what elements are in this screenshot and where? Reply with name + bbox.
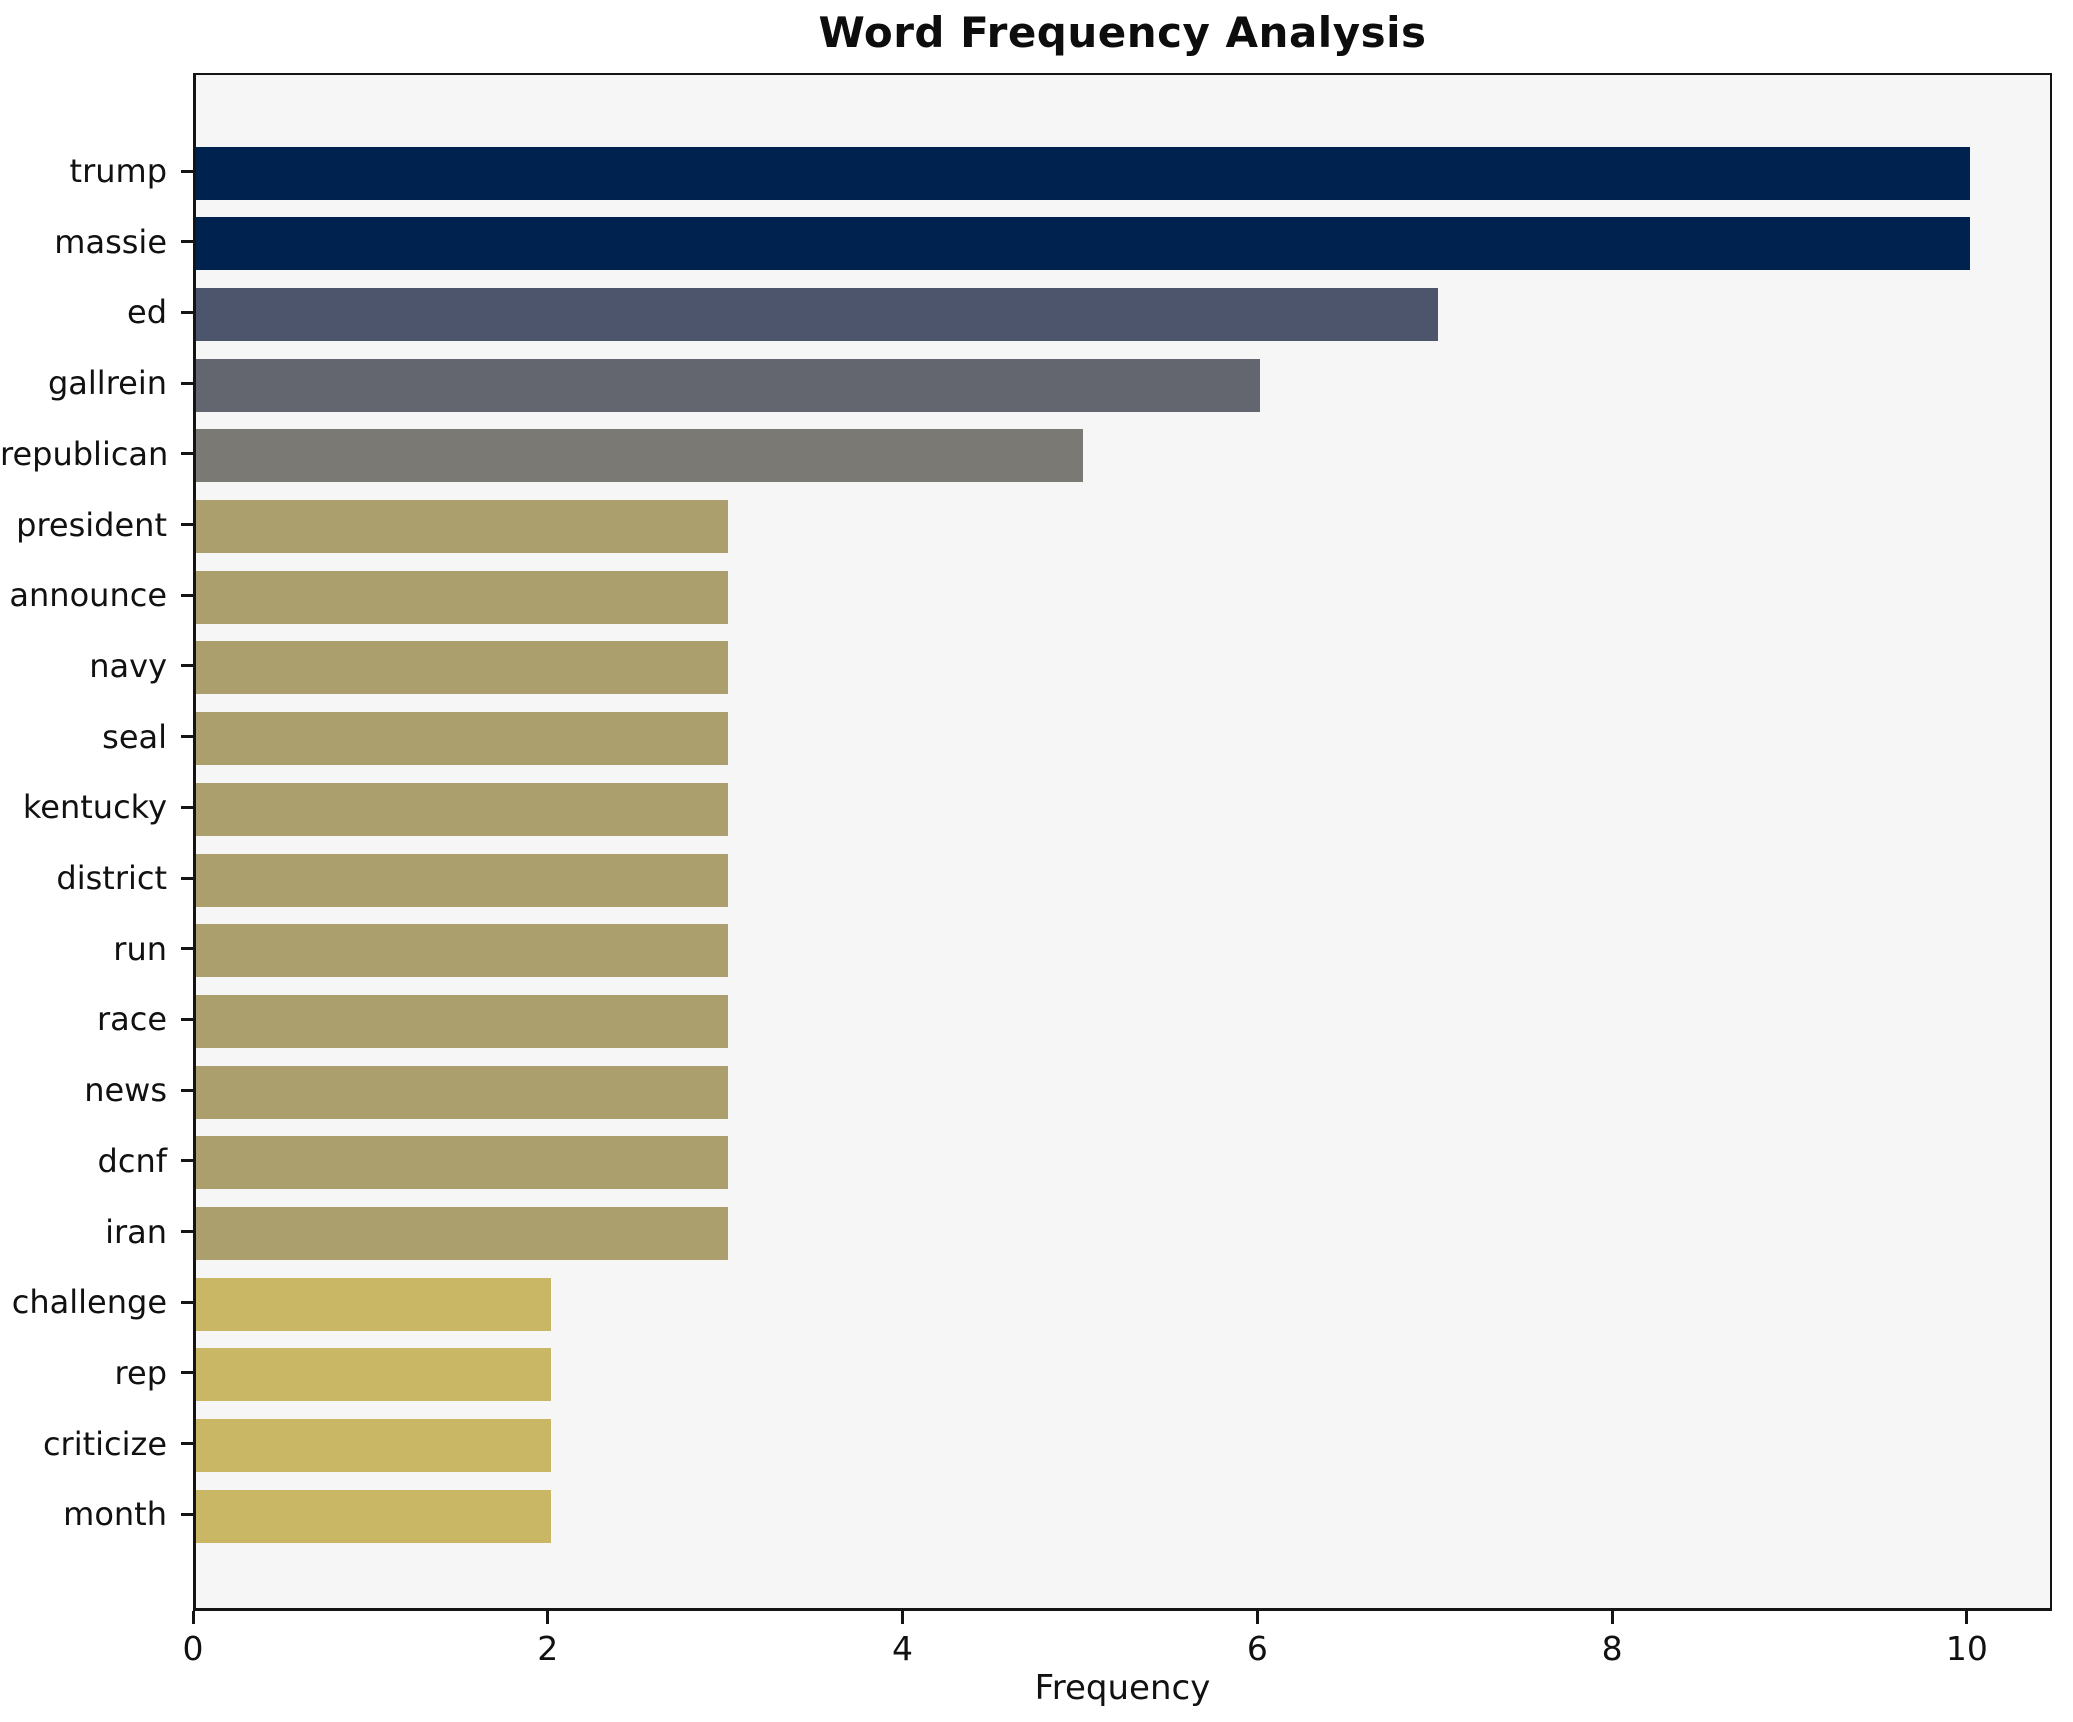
y-tick-label-ed: ed [127, 293, 167, 332]
y-tick-mark [181, 664, 193, 668]
y-tick-mark [181, 593, 193, 597]
chart-title: Word Frequency Analysis [818, 8, 1427, 57]
x-tick-mark [901, 1611, 905, 1624]
y-tick-mark [181, 523, 193, 526]
y-tick-mark [181, 735, 193, 739]
y-tick-mark [181, 452, 193, 456]
y-tick-label-run: run [113, 929, 167, 968]
y-tick-label-rep: rep [114, 1353, 167, 1392]
y-tick-label-republican: republican [0, 434, 169, 473]
x-tick-mark [1965, 1611, 1969, 1624]
bar-seal [196, 712, 728, 766]
y-tick-label-president: president [16, 505, 167, 544]
x-tick-label-8: 8 [1601, 1629, 1623, 1668]
y-tick-label-seal: seal [102, 717, 167, 756]
bar-run [196, 924, 728, 978]
x-tick-label-4: 4 [892, 1629, 914, 1668]
y-tick-mark [181, 1512, 193, 1516]
bar-ed [196, 287, 1438, 341]
bar-district [196, 853, 728, 907]
y-tick-label-month: month [63, 1495, 167, 1534]
y-tick-mark [181, 310, 193, 314]
x-tick-mark [1255, 1611, 1259, 1624]
plot-area [193, 73, 2052, 1611]
bar-trump [196, 146, 1970, 200]
bar-kentucky [196, 782, 728, 836]
x-tick-label-6: 6 [1246, 1629, 1268, 1668]
y-tick-label-criticize: criticize [42, 1424, 167, 1463]
y-tick-label-trump: trump [69, 152, 167, 190]
bar-news [196, 1065, 728, 1119]
y-tick-label-dcnf: dcnf [97, 1141, 167, 1180]
bar-dcnf [196, 1136, 728, 1190]
x-tick-label-2: 2 [537, 1629, 559, 1668]
x-tick-label-10: 10 [1945, 1629, 1988, 1668]
y-tick-label-announce: announce [9, 576, 167, 615]
y-tick-mark [181, 1442, 193, 1446]
y-tick-label-district: district [56, 859, 167, 897]
bar-gallrein [196, 358, 1260, 412]
y-tick-mark [181, 947, 193, 951]
x-tick-mark [546, 1611, 550, 1624]
y-tick-label-gallrein: gallrein [47, 364, 167, 403]
y-tick-mark [181, 381, 193, 385]
y-tick-mark [181, 1017, 193, 1021]
bar-republican [196, 429, 1083, 483]
bar-rep [196, 1348, 551, 1402]
y-tick-mark [181, 169, 193, 173]
y-tick-label-race: race [96, 1000, 167, 1039]
y-tick-label-challenge: challenge [11, 1283, 167, 1322]
y-tick-mark [181, 1300, 193, 1304]
y-tick-mark [181, 1159, 193, 1163]
y-tick-label-navy: navy [89, 646, 167, 685]
bar-criticize [196, 1419, 551, 1473]
bar-navy [196, 641, 728, 695]
bar-race [196, 994, 728, 1048]
bar-iran [196, 1207, 728, 1260]
bar-month [196, 1489, 551, 1543]
x-tick-label-0: 0 [182, 1629, 204, 1668]
bar-president [196, 500, 728, 553]
y-tick-mark [181, 240, 193, 244]
y-tick-mark [181, 1371, 193, 1375]
bar-massie [196, 217, 1970, 271]
y-tick-mark [181, 805, 193, 809]
x-axis-title: Frequency [1034, 1668, 1211, 1708]
y-tick-mark [181, 1088, 193, 1092]
y-tick-label-kentucky: kentucky [22, 788, 167, 827]
x-tick-mark [1610, 1611, 1614, 1624]
x-tick-mark [191, 1611, 195, 1624]
y-tick-mark [181, 876, 193, 880]
bar-challenge [196, 1277, 551, 1331]
y-tick-label-massie: massie [54, 222, 167, 261]
bar-announce [196, 570, 728, 624]
y-tick-label-news: news [84, 1071, 167, 1110]
y-tick-mark [181, 1230, 193, 1233]
y-tick-label-iran: iran [105, 1212, 167, 1251]
